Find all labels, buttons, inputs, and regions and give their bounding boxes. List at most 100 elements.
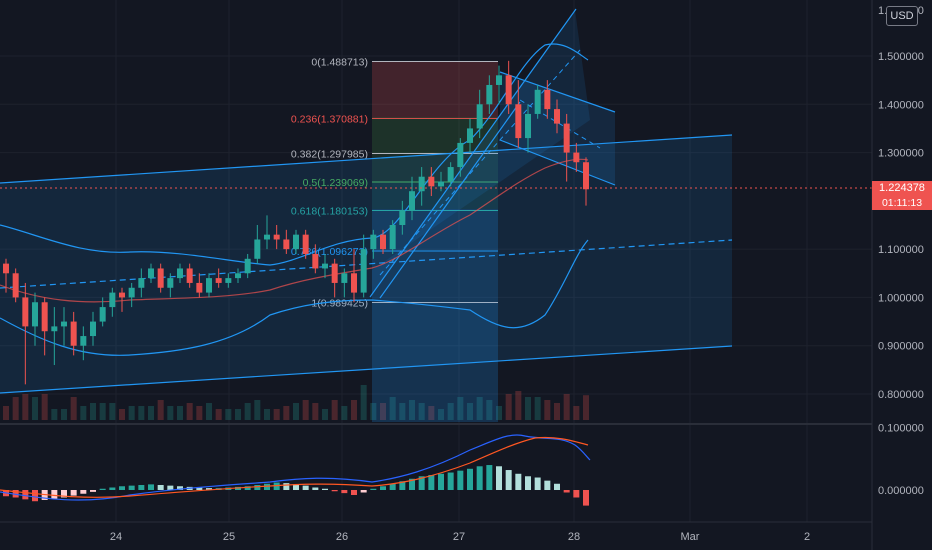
candle-body[interactable] — [496, 75, 502, 85]
macd-axis[interactable]: 0.100000 0.000000 — [878, 423, 924, 497]
candle-body[interactable] — [90, 321, 96, 337]
candle-body[interactable] — [264, 234, 270, 240]
candle-body[interactable] — [438, 181, 444, 187]
macd-bar — [447, 472, 454, 490]
candle-body[interactable] — [428, 176, 435, 187]
candle-body[interactable] — [61, 321, 67, 327]
time-axis[interactable]: 24 25 26 27 28 Mar 2 — [110, 531, 810, 543]
candle-body[interactable] — [399, 210, 406, 225]
candle-body[interactable] — [447, 167, 454, 182]
candle-body[interactable] — [351, 273, 357, 293]
volume-bar — [41, 394, 48, 420]
fib-label: 0.382(1.297985) — [291, 149, 368, 161]
fib-retracement[interactable] — [372, 62, 498, 422]
volume-bar — [380, 403, 386, 420]
candle-body[interactable] — [583, 162, 589, 190]
candle-body[interactable] — [254, 239, 261, 259]
grid-lines — [0, 0, 872, 522]
candle-body[interactable] — [138, 278, 145, 288]
candle-body[interactable] — [370, 234, 377, 250]
candle-body[interactable] — [360, 249, 367, 293]
macd-bar — [283, 483, 290, 490]
candle-body[interactable] — [505, 75, 512, 105]
candle-body[interactable] — [331, 263, 338, 283]
candle-body[interactable] — [235, 273, 241, 279]
candle-body[interactable] — [283, 239, 290, 250]
volume-bar — [235, 409, 241, 420]
candle-body[interactable] — [322, 263, 328, 269]
macd-bar — [302, 485, 309, 490]
macd-axis-label: 0.100000 — [878, 423, 924, 435]
macd-bar — [157, 485, 164, 490]
candle-body[interactable] — [177, 268, 183, 279]
volume-bar — [351, 400, 357, 420]
volume-bar — [293, 403, 299, 420]
candle-body[interactable] — [476, 104, 483, 129]
macd-pane[interactable] — [0, 434, 591, 506]
macd-bar — [351, 490, 357, 495]
candle-body[interactable] — [22, 297, 29, 327]
macd-bar — [389, 483, 396, 490]
candle-body[interactable] — [196, 282, 203, 293]
candle-body[interactable] — [457, 142, 464, 168]
macd-bar — [196, 487, 203, 490]
volume-bar — [177, 406, 183, 420]
volume-bar — [302, 400, 309, 420]
candle-body[interactable] — [389, 225, 396, 250]
candle-body[interactable] — [525, 113, 531, 139]
macd-bar — [99, 488, 106, 490]
candle-body[interactable] — [167, 278, 174, 288]
candle-body[interactable] — [32, 302, 38, 327]
candle-body[interactable] — [544, 89, 551, 110]
candle-body[interactable] — [41, 302, 48, 332]
macd-bar — [380, 486, 386, 490]
candle-body[interactable] — [148, 268, 154, 279]
rising-channel-upper — [369, 8, 577, 298]
currency-badge[interactable]: USD — [886, 6, 918, 26]
candle-body[interactable] — [244, 258, 251, 274]
candle-body[interactable] — [186, 268, 193, 283]
candle-body[interactable] — [80, 336, 87, 346]
candle-body[interactable] — [380, 234, 386, 250]
candle-body[interactable] — [467, 128, 473, 143]
candle-body[interactable] — [109, 292, 116, 308]
price-label: 0.900000 — [878, 341, 924, 353]
candle-body[interactable] — [128, 287, 135, 298]
time-label: 25 — [223, 531, 235, 543]
volume-bar — [119, 409, 125, 420]
candle-body[interactable] — [409, 191, 415, 211]
macd-bar — [505, 470, 512, 490]
current-price-tag: 1.224378 — [872, 181, 932, 196]
macd-bar — [312, 487, 319, 490]
candlesticks[interactable] — [3, 60, 589, 385]
candle-body[interactable] — [563, 123, 570, 153]
macd-bar — [32, 490, 38, 502]
candle-body[interactable] — [554, 109, 560, 124]
candle-body[interactable] — [119, 292, 125, 298]
macd-bar — [399, 481, 406, 490]
candle-body[interactable] — [515, 104, 522, 139]
candle-body[interactable] — [273, 234, 280, 240]
volume-bar — [476, 397, 483, 420]
candle-body[interactable] — [206, 278, 212, 293]
candle-body[interactable] — [51, 326, 58, 332]
candle-body[interactable] — [302, 234, 309, 254]
candle-body[interactable] — [157, 268, 164, 288]
candle-body[interactable] — [573, 152, 580, 163]
candle-body[interactable] — [70, 321, 77, 346]
candle-body[interactable] — [99, 307, 106, 322]
candle-body[interactable] — [225, 278, 232, 283]
macd-bar — [428, 475, 435, 490]
candle-body[interactable] — [293, 234, 299, 250]
candle-body[interactable] — [341, 273, 348, 283]
rising-channel[interactable] — [369, 8, 590, 299]
candle-body[interactable] — [534, 89, 541, 114]
candle-body[interactable] — [12, 273, 19, 298]
candle-body[interactable] — [215, 278, 222, 283]
candle-body[interactable] — [418, 176, 425, 192]
candle-body[interactable] — [486, 84, 493, 105]
candle-body[interactable] — [3, 263, 9, 274]
candle-body[interactable] — [312, 253, 319, 269]
rising-channel-lower — [379, 101, 521, 299]
